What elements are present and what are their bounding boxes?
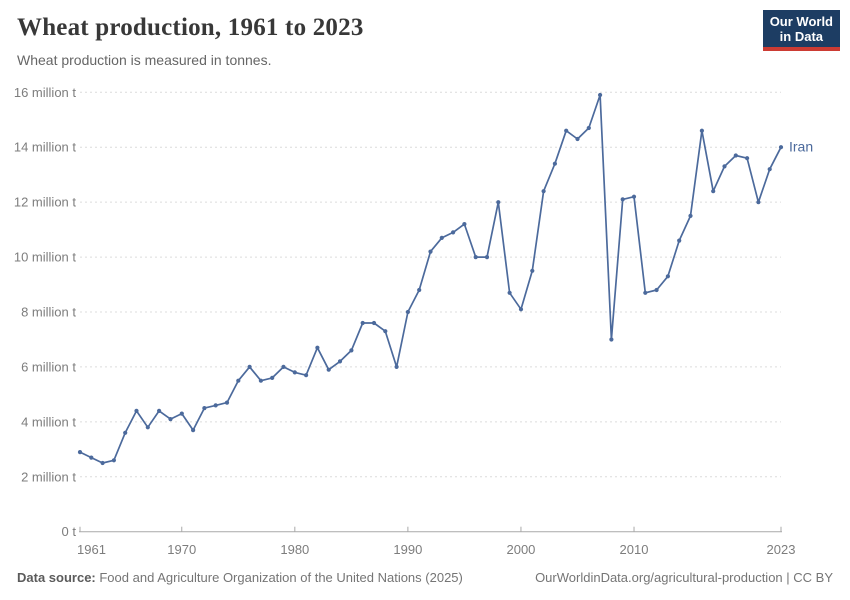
data-point[interactable]	[609, 337, 614, 342]
data-point[interactable]	[598, 92, 603, 98]
data-source-text: Food and Agriculture Organization of the…	[95, 570, 463, 585]
data-point[interactable]	[733, 153, 738, 158]
data-point[interactable]	[699, 128, 705, 133]
x-axis-label: 1970	[167, 542, 196, 557]
data-point[interactable]	[631, 194, 637, 199]
data-point[interactable]	[711, 189, 716, 194]
credit-link[interactable]: OurWorldinData.org/agricultural-producti…	[535, 570, 833, 585]
data-point[interactable]	[405, 309, 410, 315]
data-point[interactable]	[507, 290, 512, 295]
y-axis-label: 0 t	[62, 524, 77, 539]
data-point[interactable]	[123, 430, 128, 435]
data-point[interactable]	[326, 367, 331, 372]
chart-footer: Data source: Food and Agriculture Organi…	[17, 570, 833, 585]
x-axis-label: 1961	[77, 542, 106, 557]
data-point[interactable]	[89, 455, 94, 460]
data-point[interactable]	[541, 189, 546, 194]
data-point[interactable]	[179, 411, 184, 416]
data-point[interactable]	[484, 255, 490, 260]
data-point[interactable]	[575, 136, 580, 142]
data-point[interactable]	[111, 458, 116, 463]
data-point[interactable]	[360, 320, 365, 326]
data-point[interactable]	[778, 145, 784, 150]
data-point[interactable]	[688, 213, 693, 218]
data-point[interactable]	[270, 375, 275, 380]
data-point[interactable]	[145, 425, 150, 430]
data-point[interactable]	[530, 268, 535, 273]
y-axis-label: 4 million t	[21, 414, 76, 429]
y-axis-label: 16 million t	[14, 85, 77, 100]
data-point[interactable]	[349, 348, 354, 353]
y-axis-label: 8 million t	[21, 305, 76, 320]
data-point[interactable]	[213, 403, 218, 408]
data-point[interactable]	[77, 450, 83, 455]
iran-series-line	[79, 94, 782, 464]
data-point[interactable]	[100, 460, 105, 466]
data-point[interactable]	[134, 408, 139, 413]
y-axis-label: 2 million t	[21, 469, 76, 484]
data-point[interactable]	[439, 235, 444, 240]
data-point[interactable]	[168, 417, 173, 422]
data-point[interactable]	[191, 428, 196, 433]
chart-title: Wheat production, 1961 to 2023	[17, 14, 364, 41]
data-point[interactable]	[665, 274, 671, 279]
data-point[interactable]	[722, 164, 727, 169]
y-axis-label: 12 million t	[14, 195, 77, 210]
x-axis-label: 1980	[280, 542, 309, 557]
data-point[interactable]	[292, 370, 297, 375]
y-axis-label: 6 million t	[21, 359, 76, 374]
data-point[interactable]	[315, 345, 320, 350]
data-point[interactable]	[383, 329, 388, 334]
data-point[interactable]	[417, 287, 422, 293]
data-point[interactable]	[654, 287, 659, 293]
data-point[interactable]	[451, 230, 456, 235]
chart-subtitle: Wheat production is measured in tonnes.	[17, 52, 272, 68]
data-point[interactable]	[157, 408, 162, 413]
owid-logo-line1: Our World	[769, 14, 833, 29]
data-point[interactable]	[496, 200, 501, 205]
data-point[interactable]	[371, 320, 377, 326]
owid-logo-line2: in Data	[779, 29, 824, 45]
data-point[interactable]	[281, 364, 286, 369]
y-axis-label: 14 million t	[14, 140, 77, 155]
data-point[interactable]	[247, 364, 252, 369]
wheat-production-line-chart: 0 t 2 million t 4 million t 6 million t 8 mi…	[14, 85, 813, 557]
data-point[interactable]	[202, 406, 207, 411]
data-point[interactable]	[564, 128, 569, 133]
data-point[interactable]	[337, 359, 343, 364]
series-label-iran[interactable]: Iran	[789, 139, 813, 155]
owid-logo[interactable]: Our World in Data	[762, 10, 840, 51]
data-point[interactable]	[258, 378, 263, 383]
data-point[interactable]	[236, 378, 241, 383]
data-point[interactable]	[462, 222, 467, 227]
data-point[interactable]	[473, 255, 478, 260]
data-point[interactable]	[224, 400, 230, 405]
x-axis-label: 2000	[506, 542, 535, 557]
data-source-label: Data source:	[17, 570, 96, 585]
x-axis-label: 2010	[620, 542, 649, 557]
data-point[interactable]	[586, 125, 591, 131]
data-point[interactable]	[552, 161, 558, 166]
data-point[interactable]	[643, 290, 648, 295]
data-source-note: Data source: Food and Agriculture Organi…	[17, 570, 463, 585]
data-point[interactable]	[767, 167, 772, 172]
data-point[interactable]	[677, 238, 682, 243]
y-axis-label: 10 million t	[14, 250, 77, 265]
data-point[interactable]	[745, 156, 750, 161]
x-axis-label: 2023	[767, 542, 796, 557]
data-point[interactable]	[620, 197, 625, 202]
x-axis-label: 1990	[393, 542, 422, 557]
data-point[interactable]	[428, 249, 433, 254]
data-point[interactable]	[518, 307, 524, 312]
data-point[interactable]	[394, 364, 399, 369]
data-point[interactable]	[756, 200, 761, 205]
data-point[interactable]	[304, 373, 309, 378]
